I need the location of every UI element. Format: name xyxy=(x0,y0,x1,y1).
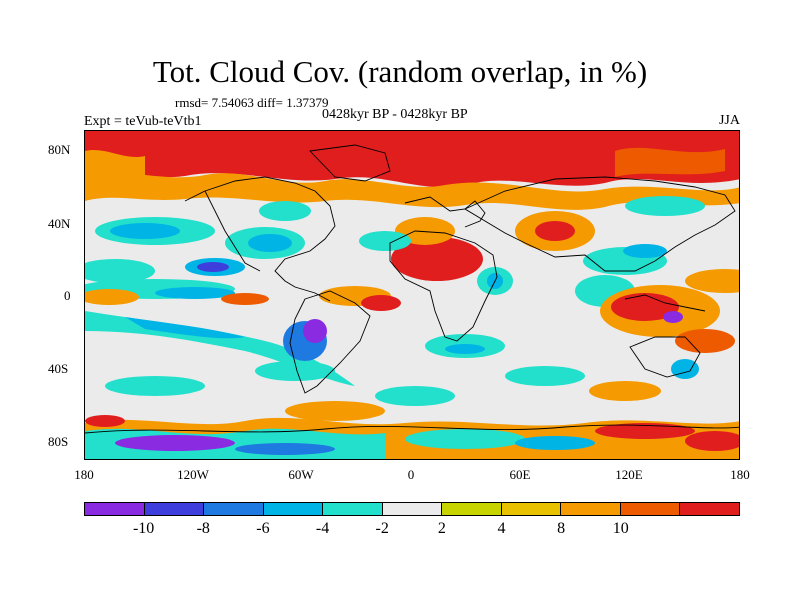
x-tick-60e: 60E xyxy=(509,467,531,482)
x-tick-120e: 120E xyxy=(615,467,643,482)
y-tick-40s: 40S xyxy=(48,361,69,376)
map-field xyxy=(85,131,739,459)
y-tick-40n: 40N xyxy=(48,216,71,231)
stats-label: rmsd= 7.54063 diff= 1.37379 xyxy=(175,95,329,110)
colorbar-segment xyxy=(144,503,205,515)
y-tick-80s: 80S xyxy=(48,434,69,449)
colorbar-label: 10 xyxy=(612,520,629,537)
y-tick-80n: 80N xyxy=(48,142,71,157)
colorbar-segment xyxy=(561,503,621,515)
x-tick-180w: 180 xyxy=(74,467,94,482)
colorbar-label: 4 xyxy=(497,520,506,537)
colorbar-segment xyxy=(620,503,681,515)
y-tick-0: 0 xyxy=(64,288,71,303)
colorbar-label: 8 xyxy=(557,520,566,537)
x-tick-120w: 120W xyxy=(177,467,209,482)
colorbar-segment xyxy=(501,503,562,515)
experiment-label: Expt = teVub-teVtb1 xyxy=(84,114,202,129)
colorbar-segment xyxy=(323,503,383,515)
colorbar-label: -2 xyxy=(375,520,389,537)
period-label: 0428kyr BP - 0428kyr BP xyxy=(322,107,468,122)
colorbar-label: -6 xyxy=(256,520,270,537)
x-tick-0: 0 xyxy=(407,467,415,482)
colorbar xyxy=(84,502,740,516)
colorbar-segment xyxy=(263,503,324,515)
map-panel xyxy=(84,130,740,460)
colorbar-segment xyxy=(85,503,145,515)
colorbar-label: -4 xyxy=(315,520,330,537)
colorbar-segment xyxy=(680,503,740,515)
colorbar-label: -8 xyxy=(196,520,210,537)
colorbar-segment xyxy=(382,503,443,515)
x-tick-180e: 180 xyxy=(730,467,750,482)
colorbar-segment xyxy=(204,503,264,515)
colorbar-label: 2 xyxy=(437,520,446,537)
season-label: JJA xyxy=(718,113,740,128)
x-tick-60w: 60W xyxy=(288,467,314,482)
colorbar-label: -10 xyxy=(132,520,155,537)
plot-title: Tot. Cloud Cov. (random overlap, in %) xyxy=(152,54,648,89)
colorbar-segment xyxy=(442,503,502,515)
